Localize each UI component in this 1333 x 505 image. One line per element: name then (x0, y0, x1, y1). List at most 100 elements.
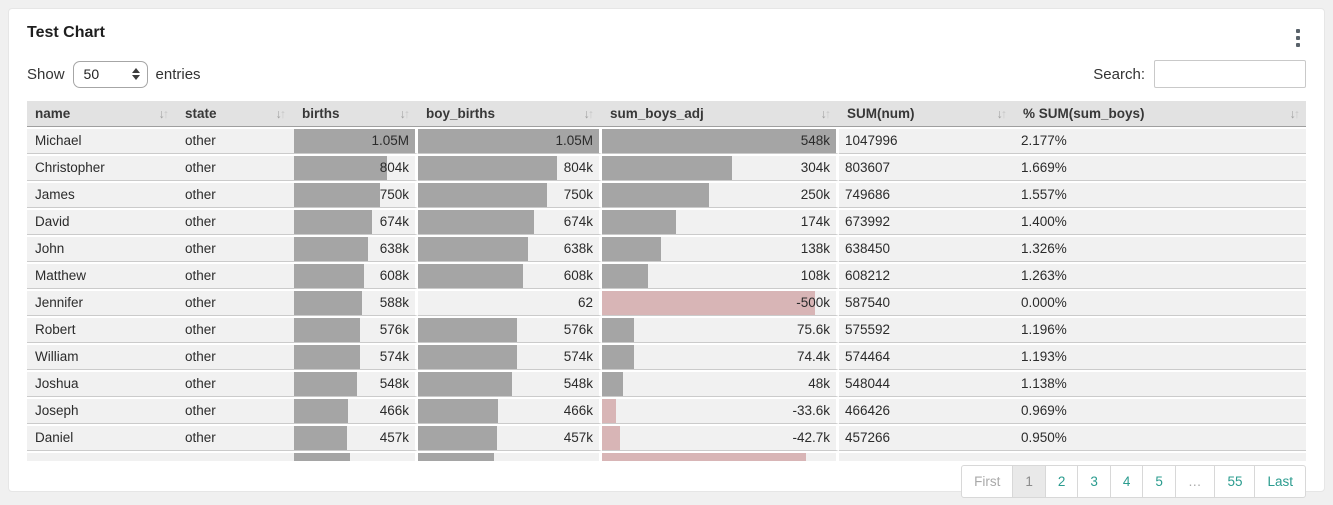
cell-value: 750k (379, 187, 409, 202)
cell-state: other (177, 343, 294, 370)
cell-value: 0.950% (1021, 430, 1067, 445)
cell-pct_sum_boys: 0.000% (1015, 289, 1306, 316)
cell-state (177, 451, 294, 461)
cell-value: 674k (379, 214, 409, 229)
positive-bar (602, 237, 661, 261)
column-header-state[interactable]: state ↓↑ (177, 101, 294, 127)
cell-value: 1.05M (371, 133, 409, 148)
positive-bar (602, 210, 677, 234)
cell-value: Joshua (35, 376, 79, 391)
cell-state: other (177, 424, 294, 451)
cell-sum_num: 803607 (839, 154, 1015, 181)
page-button-55[interactable]: 55 (1214, 465, 1256, 498)
negative-bar (602, 291, 816, 315)
cell-value: 548k (800, 133, 830, 148)
cell-value: 638k (379, 241, 409, 256)
cell-state: other (177, 397, 294, 424)
positive-bar (294, 399, 348, 423)
cell-name: James (27, 181, 177, 208)
column-header-label: boy_births (426, 106, 496, 121)
sort-icon: ↓↑ (158, 106, 170, 121)
cell-state: other (177, 370, 294, 397)
table-row: William other 574k 574k 74.4k 574464 1.193% (27, 343, 1306, 370)
cell-births: 576k (294, 316, 418, 343)
page-button-1[interactable]: 1 (1012, 465, 1046, 498)
cell-sum_boys_adj: 138k (602, 235, 839, 262)
page-button-5[interactable]: 5 (1142, 465, 1176, 498)
cell-boy_births: 638k (418, 235, 602, 262)
cell-name: John (27, 235, 177, 262)
cell-sum_boys_adj: -42.7k (602, 424, 839, 451)
chart-title: Test Chart (27, 24, 105, 41)
cell-pct_sum_boys: 1.196% (1015, 316, 1306, 343)
cell-boy_births: 548k (418, 370, 602, 397)
cell-boy_births: 457k (418, 424, 602, 451)
column-header-boy_births[interactable]: boy_births ↓↑ (418, 101, 602, 127)
page-button-first[interactable]: First (961, 465, 1014, 498)
search-input[interactable] (1154, 60, 1306, 88)
page-button-4[interactable]: 4 (1109, 465, 1144, 498)
cell-value: 576k (563, 322, 593, 337)
positive-bar (418, 345, 517, 369)
cell-value: 608k (379, 268, 409, 283)
cell-state: other (177, 181, 294, 208)
cell-value: other (185, 241, 216, 256)
cell-value: 1.138% (1021, 376, 1067, 391)
cell-value: 574464 (845, 349, 891, 364)
cell-boy_births: 574k (418, 343, 602, 370)
cell-state: other (177, 127, 294, 154)
cell-name: Daniel (27, 424, 177, 451)
positive-bar (418, 183, 548, 207)
column-header-sum_num[interactable]: SUM(num) ↓↑ (839, 101, 1015, 127)
cell-boy_births: 804k (418, 154, 602, 181)
positive-bar (418, 237, 529, 261)
cell-value (27, 453, 177, 461)
cell-sum_num: 673992 (839, 208, 1015, 235)
negative-bar (602, 453, 806, 461)
cell-value: Michael (35, 133, 82, 148)
column-header-sum_boys_adj[interactable]: sum_boys_adj ↓↑ (602, 101, 839, 127)
column-header-name[interactable]: name ↓↑ (27, 101, 177, 127)
cell-value: 674k (563, 214, 593, 229)
positive-bar (418, 156, 557, 180)
cell-births: 466k (294, 397, 418, 424)
positive-bar (602, 345, 634, 369)
page-button-last[interactable]: Last (1254, 465, 1306, 498)
cell-sum_num: 466426 (839, 397, 1015, 424)
cell-sum_num: 749686 (839, 181, 1015, 208)
cell-value: 587540 (845, 295, 891, 310)
column-header-pct_sum_boys[interactable]: % SUM(sum_boys) ↓↑ (1015, 101, 1306, 127)
cell-sum_num: 608212 (839, 262, 1015, 289)
cell-pct_sum_boys: 1.326% (1015, 235, 1306, 262)
table-body: Michael other 1.05M 1.05M 548k 1047996 2.177% C… (27, 127, 1306, 461)
table-scroll-area[interactable]: name ↓↑ state ↓↑ births ↓↑ boy_births ↓↑ sum_boy… (27, 101, 1306, 461)
page-size-select[interactable]: 50 (72, 60, 148, 88)
cell-value: 638450 (845, 241, 891, 256)
column-header-births[interactable]: births ↓↑ (294, 101, 418, 127)
cell-value: 1.196% (1021, 322, 1067, 337)
cell-births: 608k (294, 262, 418, 289)
page-button-…[interactable]: … (1174, 465, 1216, 498)
page-button-3[interactable]: 3 (1077, 465, 1111, 498)
cell-pct_sum_boys: 1.138% (1015, 370, 1306, 397)
cell-value: 74.4k (796, 349, 830, 364)
cell-value: Robert (35, 322, 76, 337)
page-button-2[interactable]: 2 (1044, 465, 1079, 498)
cell-sum_boys_adj: -500k (602, 289, 839, 316)
cell-value: -33.6k (792, 403, 830, 418)
positive-bar (418, 453, 495, 461)
cell-births: 1.05M (294, 127, 418, 154)
cell-value: Joseph (35, 403, 79, 418)
column-header-label: sum_boys_adj (610, 106, 704, 121)
table-row: Jennifer other 588k 62 -500k 587540 0.000% (27, 289, 1306, 316)
positive-bar (294, 210, 372, 234)
positive-bar (602, 156, 732, 180)
cell-boy_births: 674k (418, 208, 602, 235)
cell-births: 638k (294, 235, 418, 262)
cell-births: 548k (294, 370, 418, 397)
pagination: First 1 2 3 4 5… 55 Last (27, 465, 1306, 498)
kebab-menu-icon[interactable] (1290, 26, 1306, 50)
positive-bar (294, 156, 387, 180)
cell-value: 2.177% (1021, 133, 1067, 148)
cell-value: 466k (563, 403, 593, 418)
